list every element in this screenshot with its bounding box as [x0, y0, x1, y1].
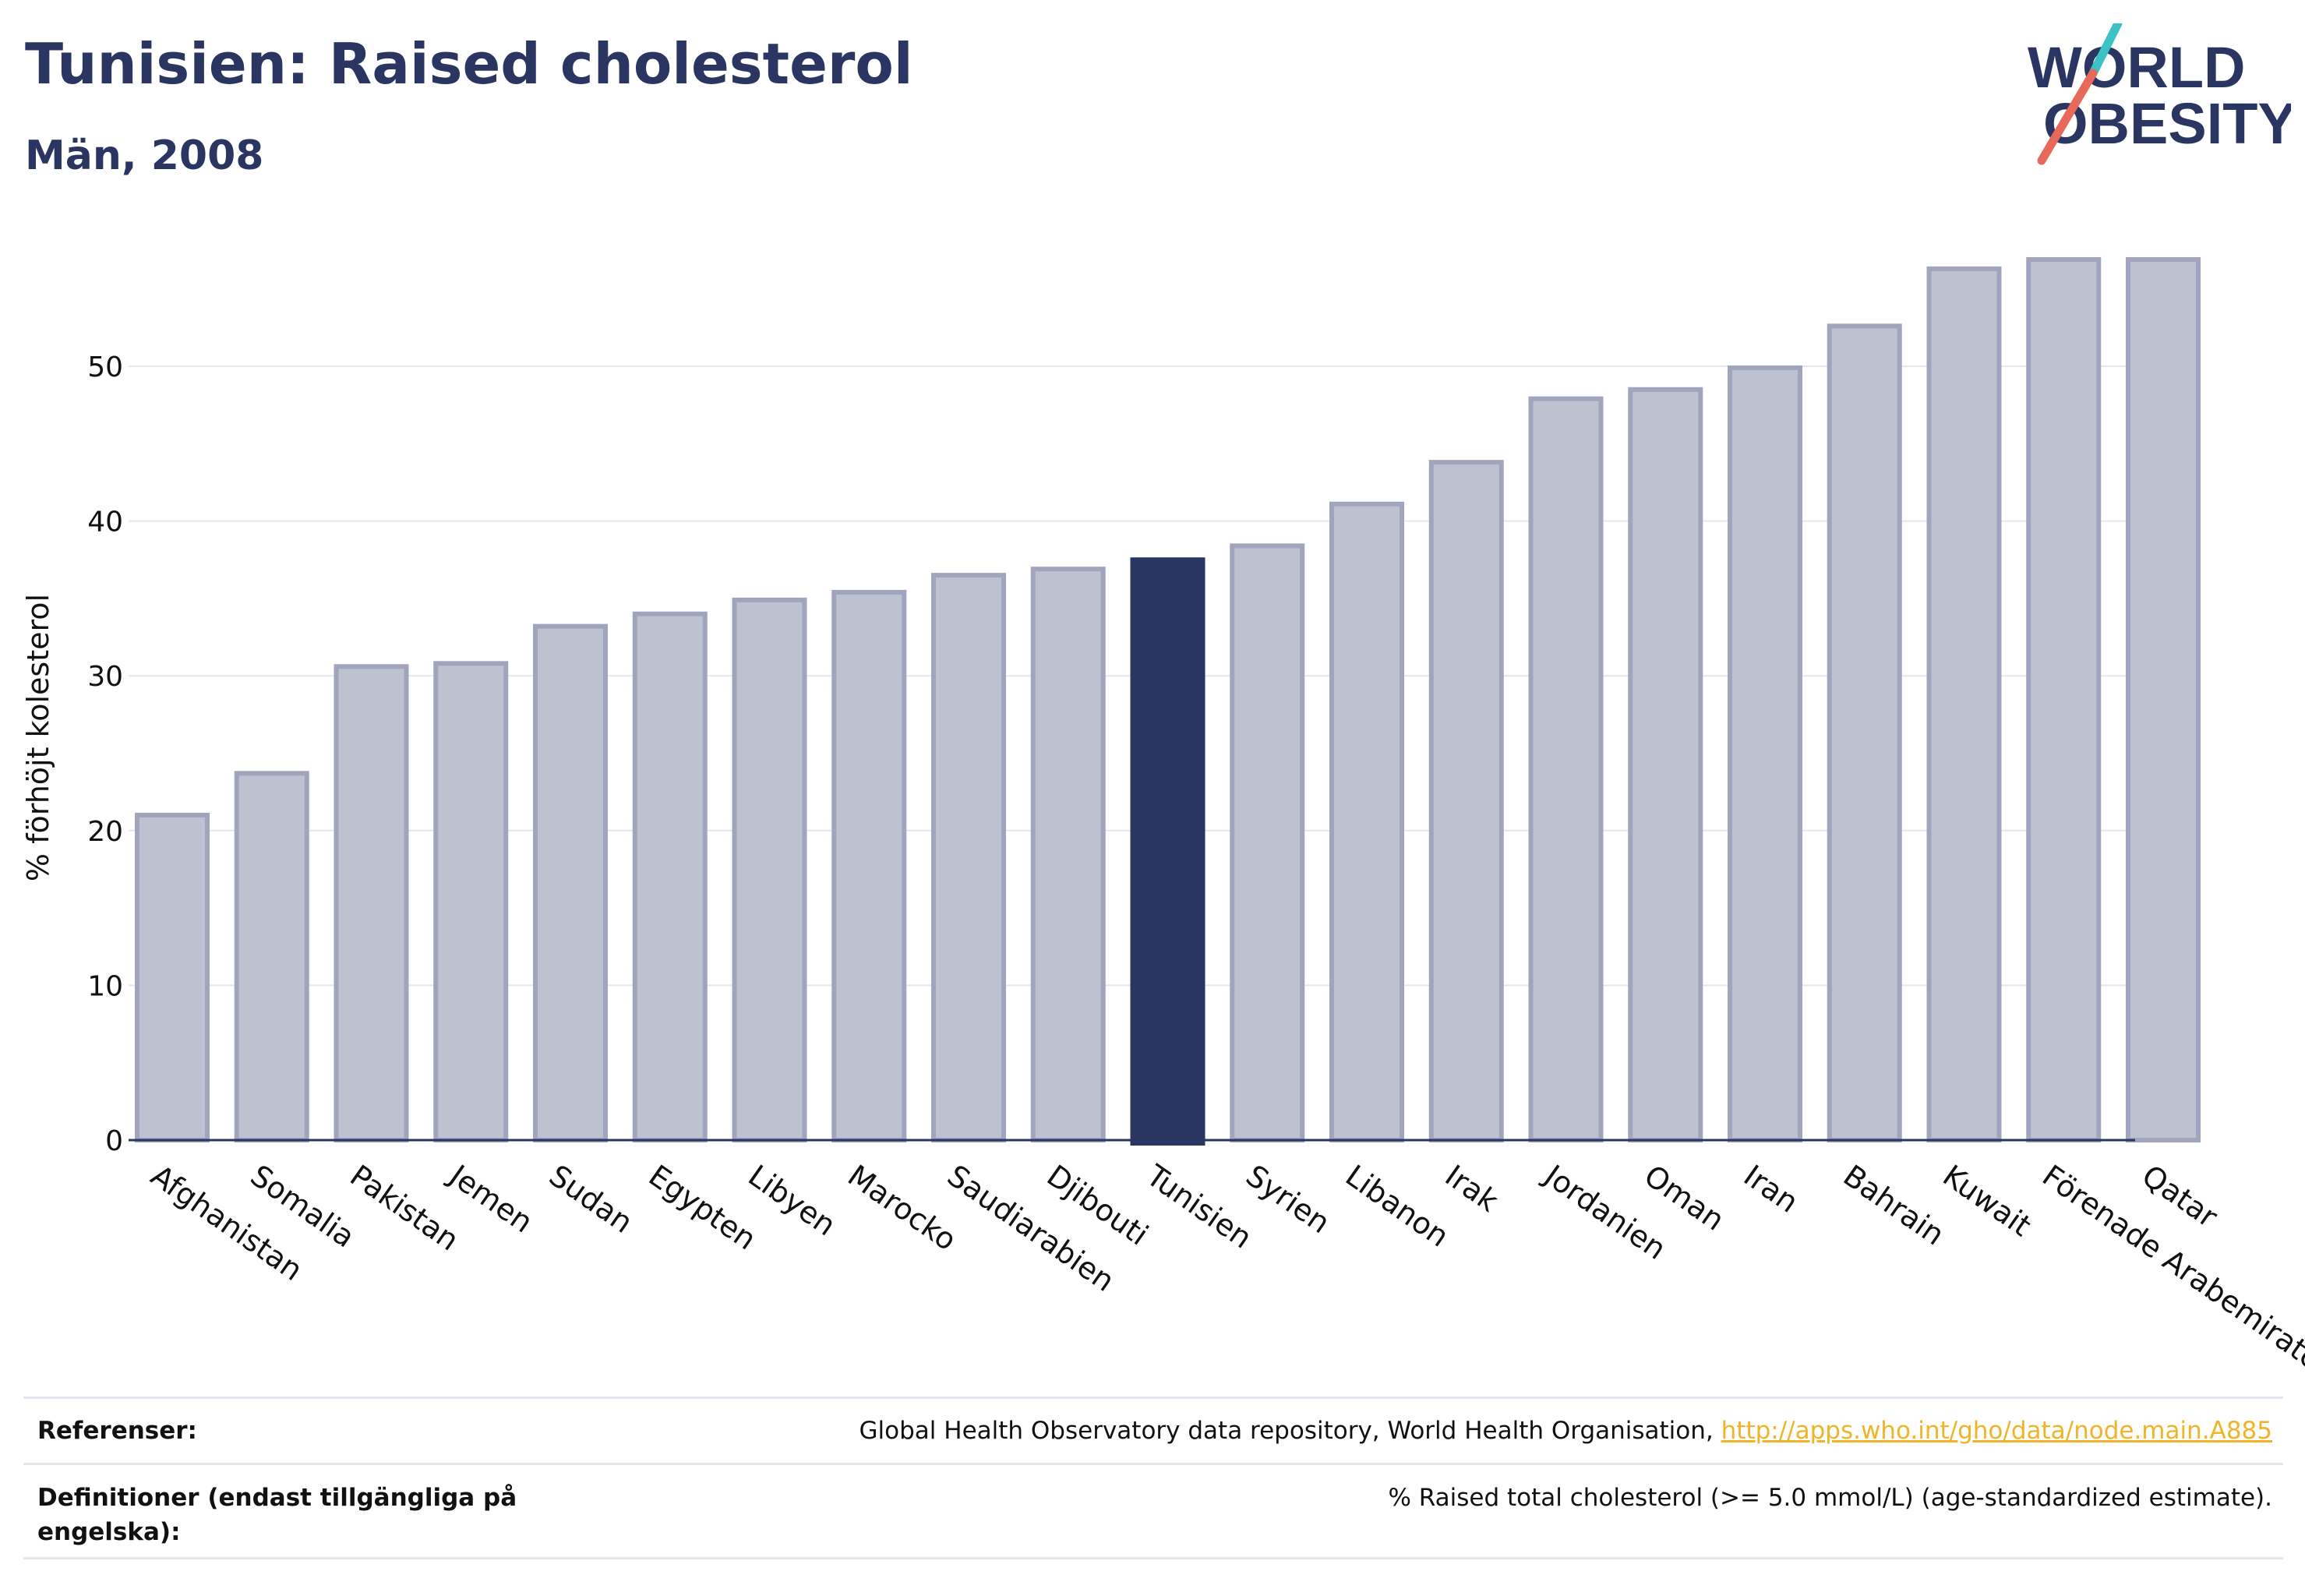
- world-obesity-logo: WORLD OBESITY: [2028, 23, 2291, 165]
- bar-afghanistan: [135, 812, 210, 1142]
- x-tick-label: Kuwait: [1936, 1158, 2037, 1243]
- bar-qatar: [2126, 256, 2201, 1143]
- bar-chart: 0 10 20 30 40 50 AfghanistanSomaliaPakistanJe…: [21, 256, 2305, 1387]
- references-row: Referenser: Global Health Observatory da…: [23, 1396, 2283, 1463]
- y-axis-label: % förhöjt kolesterol: [21, 594, 55, 881]
- bar-iran: [1728, 365, 1802, 1142]
- logo-slash-teal: [2088, 23, 2123, 78]
- y-tick-label: 40: [87, 507, 123, 538]
- y-tick-label: 30: [87, 661, 123, 693]
- bar-marocko: [831, 589, 907, 1142]
- logo-slash-coral: [2037, 69, 2098, 165]
- references-link[interactable]: http://apps.who.int/gho/data/node.main.A…: [1721, 1417, 2272, 1445]
- bar-syrien: [1230, 543, 1305, 1142]
- x-tick-label: Libanon: [1340, 1158, 1456, 1253]
- bar-jemen: [433, 661, 509, 1142]
- references-table: Referenser: Global Health Observatory da…: [23, 1396, 2283, 1559]
- x-tick-label: Egypten: [643, 1158, 763, 1256]
- bar-oman: [1628, 387, 1703, 1143]
- logo-text-obesity: OBESITY: [2043, 91, 2291, 156]
- bar-djibouti: [1030, 567, 1106, 1142]
- x-tick-label: Sudan: [543, 1158, 639, 1240]
- x-tick-label: Bahrain: [1837, 1158, 1951, 1252]
- bar-libanon: [1329, 501, 1404, 1142]
- bar-tunisien: [1130, 557, 1205, 1146]
- bar-somalia: [234, 771, 309, 1142]
- y-tick-label: 0: [105, 1125, 123, 1157]
- x-tick-label: Iran: [1738, 1158, 1805, 1220]
- references-text: Global Health Observatory data repositor…: [859, 1417, 1721, 1445]
- definitions-value: % Raised total cholesterol (>= 5.0 mmol/…: [1388, 1484, 2272, 1512]
- x-tick-label: Tunisien: [1139, 1158, 1258, 1255]
- y-tick-label: 20: [87, 816, 123, 848]
- bar-jordanien: [1528, 396, 1604, 1142]
- bar-förenade-arabemiraten: [2026, 256, 2102, 1143]
- bar-bahrain: [1827, 323, 1902, 1142]
- x-tick-label: Marocko: [842, 1158, 962, 1257]
- bar-libyen: [732, 597, 807, 1142]
- definitions-row: Definitioner (endast tillgängliga på eng…: [23, 1463, 2283, 1559]
- bar-kuwait: [1926, 266, 2002, 1143]
- page-title: Tunisien: Raised cholesterol: [25, 31, 913, 97]
- bar-sudan: [533, 623, 608, 1142]
- bar-egypten: [632, 611, 708, 1142]
- bar-saudiarabien: [931, 573, 1006, 1142]
- references-value: Global Health Observatory data repositor…: [860, 1414, 2283, 1448]
- bar-irak: [1428, 460, 1504, 1142]
- x-tick-label: Irak: [1439, 1158, 1505, 1218]
- logo-text-world: WORLD: [2028, 35, 2246, 100]
- references-label: Referenser:: [37, 1417, 197, 1445]
- y-tick-label: 50: [87, 351, 123, 383]
- y-tick-labels: 0 10 20 30 40 50: [87, 351, 123, 1157]
- x-tick-label: Saudiarabien: [941, 1158, 1121, 1298]
- definitions-label: Definitioner (endast tillgängliga på eng…: [37, 1484, 517, 1546]
- bar-pakistan: [334, 664, 409, 1142]
- x-tick-label: Pakistan: [344, 1158, 465, 1257]
- y-tick-label: 10: [87, 970, 123, 1002]
- page-subtitle: Män, 2008: [25, 132, 264, 179]
- bars-layer: [135, 256, 2201, 1146]
